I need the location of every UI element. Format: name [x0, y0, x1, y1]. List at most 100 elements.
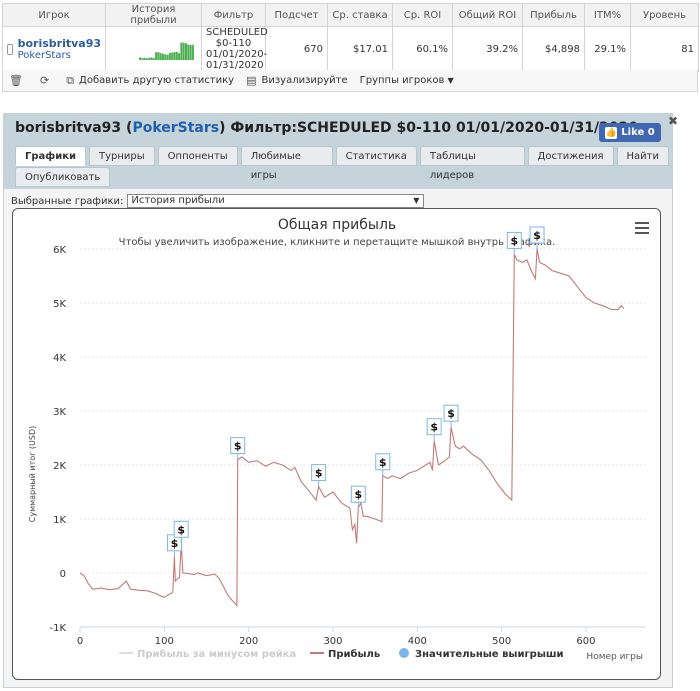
big-win-marker[interactable]: $ — [443, 404, 459, 428]
big-win-marker[interactable]: $ — [350, 485, 366, 509]
tab-find[interactable]: Найти — [616, 146, 669, 166]
copy-icon: ⧉ — [66, 73, 75, 87]
player-groups-dropdown[interactable]: Группы игроков ▼ — [360, 75, 454, 86]
header-level[interactable]: Уровень — [630, 3, 699, 27]
legend-net-rake[interactable]: Прибыль за минусом рейка — [137, 648, 296, 660]
big-win-marker[interactable]: $ — [506, 231, 522, 255]
avg-roi-cell: 60.1% — [392, 26, 453, 72]
title-site-link[interactable]: PokerStars — [132, 120, 220, 136]
refresh-icon: ⟳ — [39, 74, 50, 87]
svg-text:$: $ — [171, 537, 179, 550]
title-close-paren: ) — [219, 120, 226, 136]
series-line-profit — [79, 248, 625, 607]
table-toolbar: 🗑 ⟳ ⧉ Добавить другую статистику ▤ Визуали… — [2, 70, 698, 92]
y-tick-label: -1K — [49, 623, 66, 634]
title-player: borisbritva93 — [15, 120, 122, 136]
big-win-marker[interactable]: $ — [529, 226, 545, 249]
header-profit[interactable]: Прибыль — [522, 3, 585, 27]
tab-tournaments[interactable]: Турниры — [89, 146, 155, 166]
sparkline-bar — [152, 57, 155, 60]
tab-publish[interactable]: Опубликовать — [15, 167, 111, 187]
chart-icon: ▤ — [246, 74, 257, 87]
graph-select[interactable]: История прибыли ▼ — [127, 194, 425, 208]
y-tick-label: 1K — [53, 515, 66, 526]
close-icon[interactable]: ✖ — [668, 114, 679, 128]
big-win-marker[interactable]: $ — [230, 437, 246, 460]
chart-container[interactable]: Общая прибыль Чтобы увеличить изображени… — [12, 208, 661, 680]
sparkline-bar — [189, 44, 192, 60]
y-tick-label: 3K — [53, 407, 66, 418]
count-cell: 670 — [265, 26, 328, 72]
table-header-row: Игрок История прибыли Фильтр Подсчет Ср.… — [2, 3, 699, 27]
thumbs-up-icon: 👍 — [605, 126, 618, 139]
profit-chart[interactable]: Общая прибыль Чтобы увеличить изображени… — [13, 209, 662, 681]
header-total-roi[interactable]: Общий ROI — [452, 3, 523, 27]
sparkline-bar — [143, 57, 146, 60]
header-profit-history[interactable]: История прибыли — [105, 3, 202, 27]
visualize-label: Визуализируйте — [261, 75, 348, 86]
tab-leaderboards[interactable]: Таблицы лидеров — [419, 146, 525, 181]
big-win-marker[interactable]: $ — [166, 534, 182, 557]
big-win-marker[interactable]: $ — [375, 453, 391, 476]
sparkline-bar — [159, 52, 162, 60]
tab-favorite-games[interactable]: Любимые игры — [240, 146, 333, 181]
level-cell: 81 — [630, 26, 699, 72]
player-name-link[interactable]: borisbritva93 — [17, 37, 101, 50]
sparkline-bar — [173, 51, 175, 60]
header-count[interactable]: Подсчет — [265, 3, 328, 27]
refresh-button[interactable]: ⟳ — [40, 74, 54, 87]
x-tick-label: 500 — [492, 636, 511, 647]
y-tick-label: 4K — [53, 353, 66, 364]
avg-stake-cell: $17.01 — [327, 26, 393, 72]
y-tick-label: 2K — [53, 461, 66, 472]
title-open-paren: ( — [126, 120, 133, 136]
legend-profit[interactable]: Прибыль — [328, 648, 380, 660]
legend-big-wins[interactable]: Значительные выигрыши — [415, 649, 564, 660]
sparkline-bar — [170, 52, 173, 60]
tab-opponents[interactable]: Оппоненты — [157, 146, 238, 166]
sparkline-bar — [150, 56, 152, 60]
chart-subtitle: Чтобы увеличить изображение, кликните и … — [119, 237, 556, 248]
chevron-down-icon: ▼ — [447, 76, 454, 85]
x-tick-label: 300 — [323, 636, 342, 647]
total-roi-cell: 39.2% — [452, 26, 523, 72]
big-win-marker[interactable]: $ — [311, 464, 327, 487]
facebook-like-button[interactable]: 👍 Like 0 — [599, 123, 661, 142]
tabs-row-1: Графики Турниры Оппоненты Любимые игры С… — [15, 146, 672, 181]
profit-sparkline[interactable] — [111, 30, 197, 66]
header-filter[interactable]: Фильтр — [201, 3, 266, 27]
header-itm[interactable]: ITM% — [584, 3, 631, 27]
tab-achievements[interactable]: Достижения — [527, 146, 614, 166]
x-tick-label: 0 — [77, 636, 83, 647]
tab-graphs[interactable]: Графики — [15, 146, 87, 166]
chart-menu-icon[interactable] — [635, 222, 649, 234]
row-checkbox[interactable] — [7, 43, 13, 55]
visualize-button[interactable]: ▤ Визуализируйте — [246, 74, 348, 87]
header-player[interactable]: Игрок — [2, 3, 106, 27]
big-win-marker[interactable]: $ — [173, 520, 189, 544]
x-tick-label: 600 — [576, 636, 595, 647]
y-axis-label: Суммарный итог (USD) — [28, 426, 37, 523]
header-avg-roi[interactable]: Ср. ROI — [392, 3, 453, 27]
sparkline-bar — [184, 42, 187, 60]
sparkline-bar — [163, 53, 166, 60]
header-avg-stake[interactable]: Ср. ставка — [327, 3, 393, 27]
tab-statistics[interactable]: Статистика — [335, 146, 417, 166]
delete-button[interactable]: 🗑 — [9, 74, 28, 87]
y-tick-label: 0 — [60, 569, 66, 580]
svg-text:$: $ — [447, 407, 455, 420]
y-tick-label: 5K — [53, 299, 66, 310]
sparkline-bar — [140, 57, 143, 60]
svg-text:$: $ — [510, 234, 518, 247]
sparkline-bar — [182, 42, 185, 60]
player-site-label: PokerStars — [17, 50, 71, 61]
filter-line-3: 01/01/2020- — [206, 49, 268, 60]
add-stats-label: Добавить другую статистику — [79, 75, 235, 86]
sparkline-bar — [186, 44, 189, 60]
add-stats-button[interactable]: ⧉ Добавить другую статистику — [66, 74, 234, 88]
player-groups-label: Группы игроков — [359, 75, 445, 86]
svg-text:$: $ — [315, 467, 323, 480]
y-tick-label: 6K — [53, 245, 66, 256]
sparkline-bar — [168, 52, 171, 60]
big-win-marker[interactable]: $ — [426, 418, 442, 441]
